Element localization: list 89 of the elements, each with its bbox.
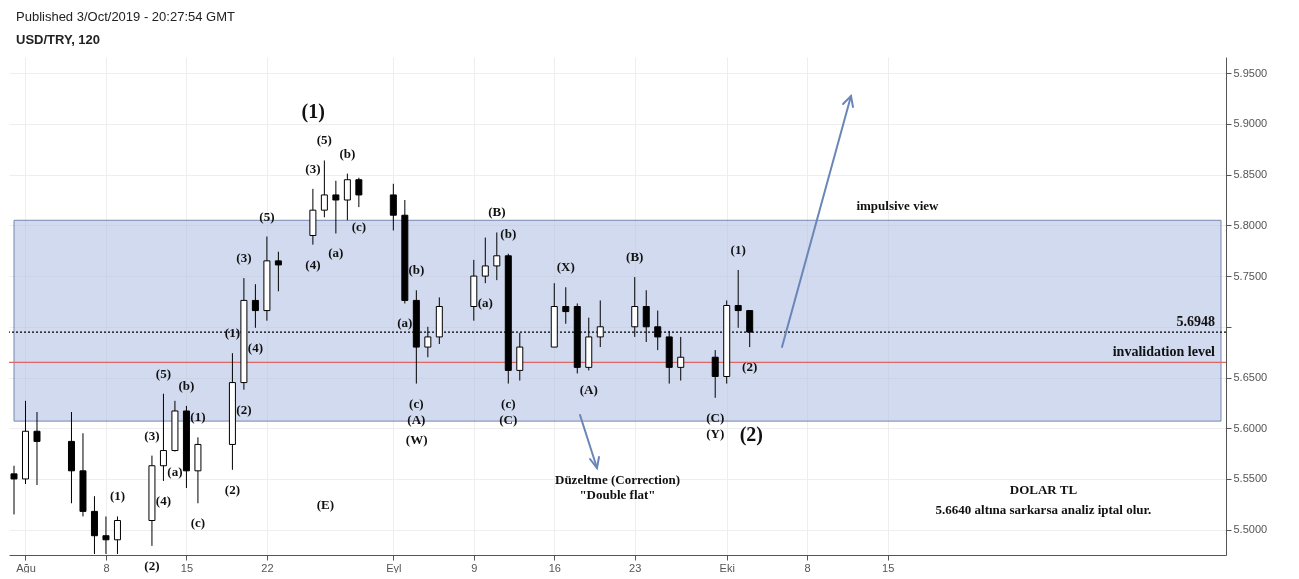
x-tick-label: 22 <box>261 561 274 574</box>
annotation: (c) <box>351 219 367 235</box>
y-tick-label: 5.9000 <box>1233 117 1268 130</box>
chart-title: USD/TRY, 120 <box>16 32 101 47</box>
annotation: (b) <box>500 225 517 241</box>
annotation: 5.6640 altına sarkarsa analiz iptal olur. <box>935 502 1152 518</box>
annotation: (2) <box>224 481 240 497</box>
candlestick <box>332 180 340 234</box>
annotation: (3) <box>305 160 321 176</box>
x-tick-label: 9 <box>471 561 478 574</box>
annotation: (5) <box>155 365 172 381</box>
annotation: (5) <box>259 208 275 224</box>
annotation: (1) <box>730 241 746 257</box>
candlestick <box>33 411 41 486</box>
annotation: (1) <box>190 409 206 425</box>
annotation: (a) <box>167 463 183 479</box>
x-tick-label: Eki <box>719 561 735 574</box>
annotation: (3) <box>144 427 160 443</box>
annotation: (5) <box>316 132 332 148</box>
annotation: (c) <box>409 395 424 411</box>
annotation: (4) <box>247 339 263 355</box>
annotation: (a) <box>477 295 493 311</box>
candlestick <box>113 515 121 555</box>
annotation: (2) <box>739 423 764 447</box>
annotation: (A) <box>579 382 598 398</box>
x-tick-label: 8 <box>103 561 110 574</box>
x-tick-label: 16 <box>548 561 561 574</box>
x-tick-label: 23 <box>629 561 642 574</box>
annotation: (b) <box>339 145 356 161</box>
annotation: (2) <box>742 359 758 375</box>
candlestick <box>677 336 685 382</box>
candlestick <box>102 515 110 555</box>
candlestick <box>274 251 282 292</box>
annotation: (b) <box>178 377 195 393</box>
ref-line-label: 5.6948 <box>1176 314 1215 330</box>
annotation: (B) <box>488 204 506 220</box>
candlestick <box>343 173 351 221</box>
y-tick-label: 5.9500 <box>1233 66 1268 79</box>
candlestick <box>159 393 167 482</box>
annotation: (a) <box>328 245 344 261</box>
x-tick-label: 8 <box>804 561 811 574</box>
annotation: (W) <box>405 432 428 448</box>
annotation: (a) <box>397 315 413 331</box>
y-tick-label: 5.6000 <box>1233 421 1268 434</box>
annotation: (c) <box>190 515 206 531</box>
candlestick <box>10 465 18 515</box>
candlestick <box>493 231 501 281</box>
annotation: (B) <box>626 249 644 265</box>
annotation: (3) <box>236 250 252 266</box>
x-tick-label: 15 <box>180 561 194 574</box>
annotation: (2) <box>236 401 252 417</box>
candlestick <box>734 269 742 329</box>
candlestick <box>516 332 524 382</box>
candlestick <box>562 286 570 325</box>
candlestick <box>711 349 719 399</box>
candlestick <box>251 283 259 329</box>
ref-line-label: invalidation level <box>1112 344 1216 360</box>
x-tick-label: 15 <box>882 561 895 574</box>
y-tick-label: 5.7500 <box>1233 269 1268 282</box>
annotation: DOLAR TL <box>1009 482 1078 498</box>
x-tick-label: Eyl <box>386 561 402 574</box>
annotation: Düzeltme (Correction) <box>554 472 681 488</box>
annotation: (A) <box>407 411 426 427</box>
annotation: (4) <box>155 492 172 508</box>
y-tick-label: 5.5000 <box>1233 523 1268 536</box>
annotation: (1) <box>109 488 126 504</box>
annotation: (X) <box>556 259 575 275</box>
annotation: (1) <box>301 99 325 123</box>
annotation: (Y) <box>706 425 725 441</box>
annotation: (2) <box>144 557 160 573</box>
candlestick <box>481 237 489 284</box>
candlestick <box>320 159 328 218</box>
annotation: (E) <box>316 497 335 513</box>
annotation: (C) <box>706 409 725 425</box>
annotation: (b) <box>408 262 425 278</box>
y-tick-label: 5.8500 <box>1233 168 1268 181</box>
annotation: (4) <box>305 256 321 272</box>
y-tick-label: 5.6500 <box>1233 371 1268 384</box>
annotation: impulsive view <box>856 198 939 214</box>
annotation: (c) <box>501 395 516 411</box>
y-tick-label: 5.5500 <box>1233 472 1268 485</box>
y-tick-label: 5.8000 <box>1233 218 1268 231</box>
annotation: (C) <box>499 411 518 427</box>
chart-subtitle: Published 3/Oct/2019 - 20:27:54 GMT <box>16 9 235 24</box>
annotation: (1) <box>224 325 240 341</box>
x-tick-label: Ağu <box>16 561 36 574</box>
candlestick <box>355 177 363 208</box>
annotation: "Double flat" <box>579 487 656 503</box>
candlestick <box>389 183 397 231</box>
